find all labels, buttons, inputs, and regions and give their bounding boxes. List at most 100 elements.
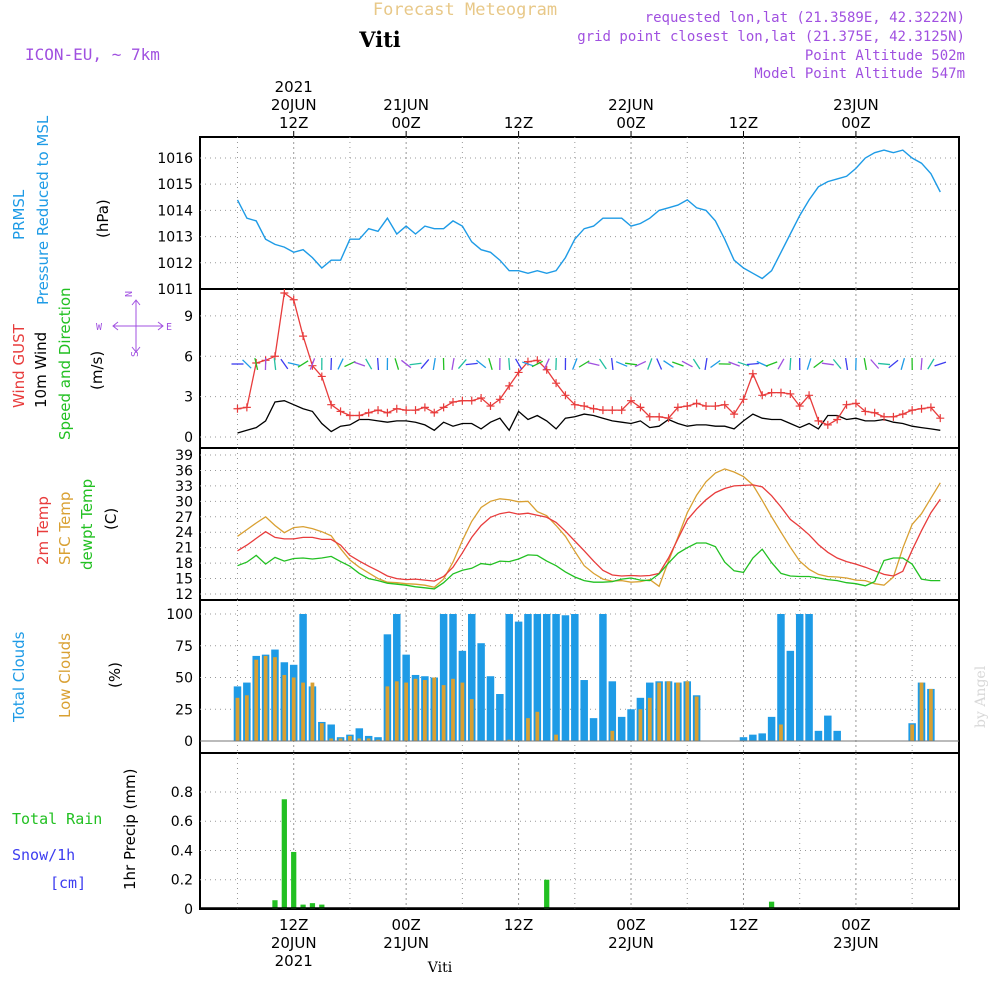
pressure-line [236,149,941,280]
wind-gust-point [805,391,814,400]
wind-10m-line [237,400,941,434]
location-name: Viti [358,27,401,52]
panel-frame [199,136,960,290]
y-tick-label: 0.6 [171,814,193,830]
grid-lines [200,137,959,909]
wind-gust-point [561,391,570,400]
wind-gust-point [730,410,739,419]
total-cloud-bar [599,614,607,741]
low-cloud-bar [319,723,324,741]
wind-gust-point [786,389,795,398]
wind-direction-arrow [647,358,653,370]
wind-gust-point [299,332,308,341]
y-tick-label: 50 [175,671,193,687]
low-cloud-bar [254,659,259,741]
panel-frame [199,288,960,449]
time-label-top: 12Z [279,114,308,132]
time-label-bottom: 2021 [275,952,313,970]
compass-w: W [96,322,103,333]
wind-direction-arrow [878,362,891,366]
credit-watermark: by Angel [973,665,989,728]
low-cloud-bar [404,682,409,741]
y-tick-label: 0 [184,734,193,750]
total-cloud-bar [786,650,795,741]
wind-direction-arrow [710,359,721,369]
y-tick-label: 39 [175,448,193,464]
total-cloud-bar [355,728,364,741]
wind-direction-arrow [634,360,647,368]
wind-gust-point [861,407,870,416]
panel-frames [199,136,960,910]
wind-direction-arrow [476,359,487,369]
compass-e: E [166,322,172,333]
wind-panel-labels: Wind GUST 10m Wind Speed and Direction (… [10,287,172,440]
wind-gust-point [814,416,823,425]
total-cloud-bar [617,716,626,741]
y-tick-label: 1014 [157,203,193,219]
wind-gust-point [233,404,242,413]
total-cloud-bar [486,676,495,741]
wind-direction-arrow [344,360,356,368]
wind-direction-arrow [578,360,590,368]
time-label-bottom: 00Z [841,916,870,934]
time-label-bottom: 22JUN [608,934,654,952]
low-cloud-bar [647,697,652,741]
total-cloud-bar [533,614,542,741]
time-label-bottom: 00Z [616,916,645,934]
y-tick-label: 75 [175,639,193,655]
wind-gust-point [580,402,589,411]
wind-gust-point [495,395,504,404]
wind-direction-arrow [514,358,523,370]
wind-direction-arrow [401,359,412,369]
low-cloud-bar [244,695,249,741]
low-cloud-bar [263,655,268,741]
wind-gust-point [936,414,945,423]
precip-panel-labels: Total Rain Snow/1h [cm] 1hr Precip (mm) [12,769,139,892]
wind-direction-arrow [610,357,614,371]
low-cloud-bar [329,738,334,741]
wind-direction-arrow [522,361,534,367]
wind-gust-point [383,408,392,417]
y-tick-label: 6 [184,349,193,365]
wind-gust-point [889,412,898,421]
wind-direction-arrow [376,357,380,371]
y-tick-label: 18 [175,556,193,572]
wind-gust-point [758,391,767,400]
wind-gust-point [608,406,617,415]
wind-direction-arrow [746,362,759,366]
wind-gust-point [917,404,926,413]
pressure-label-prmsl: PRMSL [10,189,28,240]
y-tick-label: 0 [184,430,193,446]
total-cloud-bar [833,730,841,741]
low-cloud-bar [310,682,315,741]
wind-direction-arrow [806,358,812,370]
low-cloud-bar [526,718,530,741]
wind-gust-point [374,406,383,415]
low-cloud-bar [469,699,474,741]
total-cloud-bar [814,730,823,741]
time-label-top: 12Z [729,114,758,132]
y-axis-tick-labels: 1011101210131014101510160369121518212427… [157,151,193,918]
total-cloud-bar [364,735,373,741]
wind-gust-point [720,400,729,409]
y-tick-label: 1011 [157,282,193,298]
wind-gust-point [458,396,467,405]
wind-gust-point [880,412,889,421]
wind-gust-point [795,402,804,411]
rain-bar [319,904,325,909]
wind-direction-arrow [287,362,300,366]
dewpt-label: dewpt Temp [78,479,96,570]
wind-gust-point [589,404,598,413]
low-cloud-bar [376,739,380,741]
t2m-label: 2m Temp [34,496,52,565]
wind-gust-point [776,388,785,397]
total-cloud-bar [824,715,832,741]
low-cloud-bar [685,681,690,741]
wind-gust-point [926,403,935,412]
rain-bar [544,879,550,909]
y-tick-label: 1012 [157,256,193,272]
compass-s: S [130,351,141,357]
wind-gust-point [420,403,429,412]
